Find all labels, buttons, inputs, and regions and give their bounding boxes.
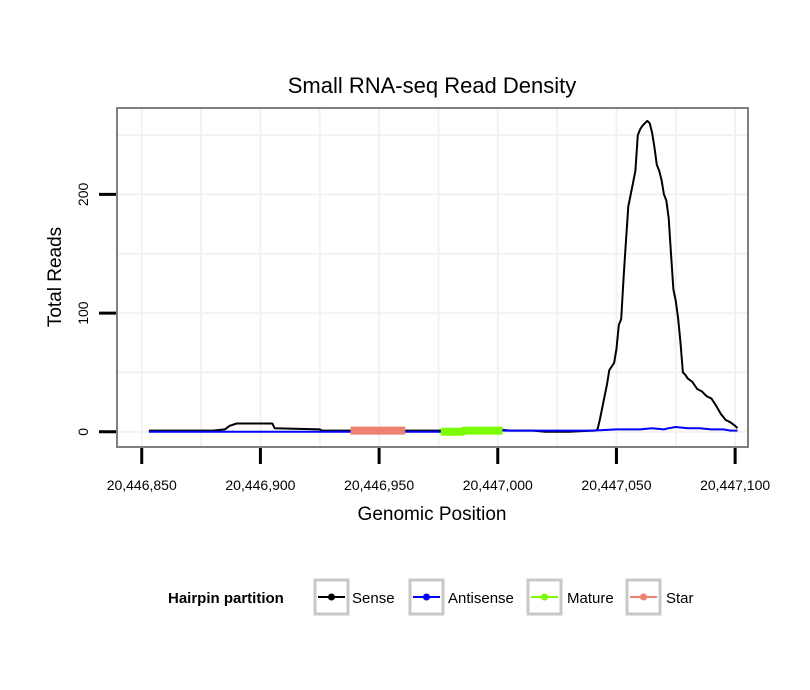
x-tick-label: 20,446,850 bbox=[107, 477, 177, 493]
y-tick-label: 200 bbox=[75, 183, 91, 207]
x-tick-label: 20,447,100 bbox=[700, 477, 770, 493]
y-tick-label: 0 bbox=[75, 428, 91, 436]
legend-label-sense: Sense bbox=[352, 590, 395, 607]
legend: Hairpin partition Sense Antisense Mature St… bbox=[168, 578, 694, 616]
series-line-antisense bbox=[148, 426, 738, 433]
legend-marker-star bbox=[640, 593, 647, 601]
x-tick-label: 20,446,950 bbox=[344, 477, 414, 493]
legend-marker-sense bbox=[328, 593, 335, 601]
y-axis: 0 100 200 bbox=[75, 183, 116, 436]
legend-label-antisense: Antisense bbox=[448, 590, 514, 607]
legend-label-star: Star bbox=[666, 590, 694, 607]
x-axis: 20,446,850 20,446,900 20,446,950 20,447,000… bbox=[107, 448, 770, 493]
legend-label-mature: Mature bbox=[567, 590, 614, 607]
y-tick-label: 100 bbox=[75, 301, 91, 325]
y-axis-label: Total Reads bbox=[45, 227, 66, 327]
x-tick-label: 20,447,050 bbox=[581, 477, 651, 493]
x-tick-label: 20,446,900 bbox=[225, 477, 295, 493]
x-tick-label: 20,447,000 bbox=[463, 477, 533, 493]
plot-panel bbox=[116, 107, 749, 448]
chart-title: Small RNA-seq Read Density bbox=[288, 73, 577, 98]
series-line-mature bbox=[440, 426, 503, 436]
legend-title: Hairpin partition bbox=[168, 590, 284, 607]
series-lines bbox=[148, 119, 739, 436]
x-axis-label: Genomic Position bbox=[358, 504, 507, 525]
legend-marker-mature bbox=[541, 593, 548, 601]
legend-marker-antisense bbox=[423, 593, 430, 601]
